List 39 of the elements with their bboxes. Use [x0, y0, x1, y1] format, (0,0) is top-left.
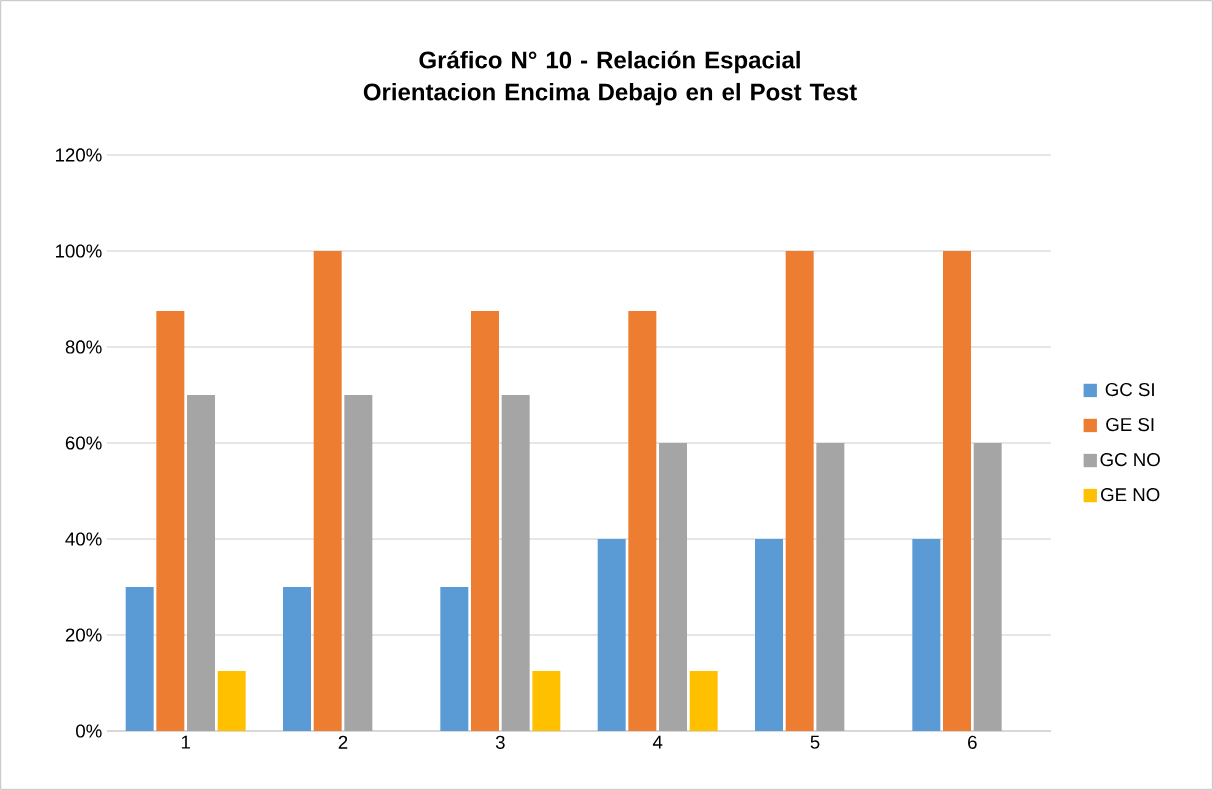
bar [501, 395, 530, 731]
bar [187, 395, 215, 731]
bar [156, 311, 185, 731]
bar [973, 443, 1002, 731]
legend-label: GE SI [1106, 417, 1154, 432]
x-tick-label: 4 [652, 735, 663, 749]
bar [313, 251, 342, 731]
bar [440, 587, 469, 731]
x-tick-label: 1 [181, 735, 190, 749]
legend-label: GC NO [1100, 452, 1160, 467]
y-tick-label: 100% [55, 244, 102, 258]
bar [785, 251, 814, 731]
bar [912, 539, 941, 731]
x-tick-label: 6 [968, 735, 977, 749]
bar [344, 395, 373, 731]
bar [283, 587, 311, 731]
bar [943, 251, 972, 731]
bar [689, 671, 718, 731]
y-tick-label: 40% [65, 532, 102, 546]
chart-title: Gráfico N° 10 - Relación Espacial Orientacion Encima Debajo en el Post Test [363, 50, 857, 106]
bar [659, 443, 687, 731]
y-tick-label: 60% [65, 436, 102, 450]
y-tick-label: 80% [65, 340, 102, 354]
bar [471, 311, 500, 731]
x-tick-label: 2 [338, 735, 348, 749]
y-tick-label: 120% [55, 148, 102, 162]
bar [755, 539, 783, 731]
bar [532, 671, 561, 731]
x-tick-label: 3 [495, 735, 505, 749]
bar [816, 443, 845, 731]
bar [217, 671, 246, 731]
bar [628, 311, 657, 731]
bar [125, 587, 154, 731]
legend-label: GE NO [1101, 488, 1160, 502]
y-tick-label: 20% [65, 628, 102, 642]
y-tick-label: 0% [76, 724, 102, 738]
legend-label: GC SI [1105, 382, 1154, 397]
bar [597, 539, 626, 731]
x-tick-label: 5 [810, 735, 820, 749]
